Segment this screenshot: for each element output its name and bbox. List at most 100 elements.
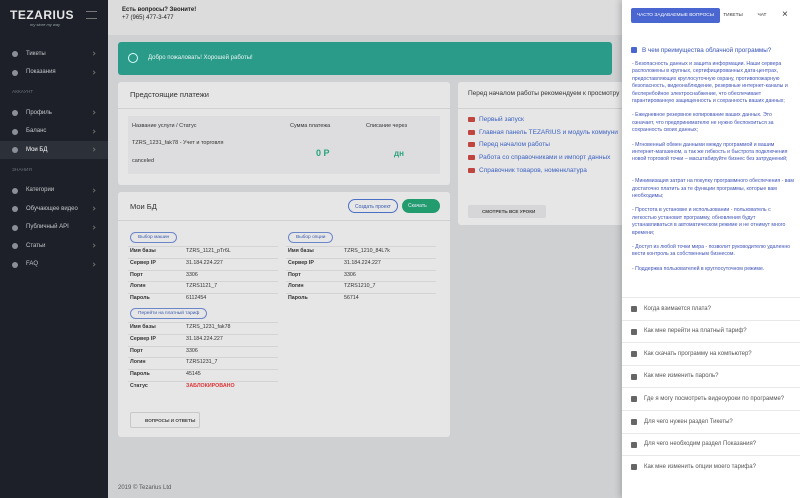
row-divider: [128, 269, 278, 271]
question-divider: [622, 364, 800, 366]
db-tag[interactable]: Выбор опции: [288, 232, 334, 243]
row-divider: [128, 246, 278, 247]
faq-button[interactable]: ВОПРОСЫ И ОТВЕТЫ: [130, 412, 200, 428]
panel-tab[interactable]: ЧАТ: [753, 8, 771, 23]
panel-tab[interactable]: ЧАСТО ЗАДАВАЕМЫЕ ВОПРОСЫ: [631, 8, 720, 23]
row-divider: [128, 381, 278, 382]
question-divider: [622, 455, 800, 457]
faq-question[interactable]: Когда взимается плата?: [622, 304, 800, 316]
sidebar-label: Категории: [26, 187, 55, 193]
row-divider: [128, 369, 278, 371]
field-value: ЗАБЛОКИРОВАНО: [186, 383, 235, 389]
logo: TEZARIUS: [10, 8, 74, 22]
lesson-link[interactable]: Перед началом работы: [479, 141, 550, 149]
question-icon: [631, 396, 637, 403]
panel-tab[interactable]: ТИКЕТЫ: [719, 8, 747, 23]
db-tag[interactable]: Выбор машин: [130, 232, 178, 243]
video-icon: [468, 167, 475, 173]
question-text: Когда взимается плата?: [644, 305, 711, 312]
chevron: [91, 128, 96, 134]
sidebar-icon: [12, 69, 18, 76]
download-button[interactable]: Скачать: [402, 199, 440, 213]
sidebar-item[interactable]: Категории: [0, 182, 108, 200]
answer-paragraph: - Мгновенный обмен данными между програм…: [632, 141, 788, 163]
column-header: Сумма платежа: [290, 123, 331, 129]
lesson-link[interactable]: Главная панель TEZARIUS и модуль коммуни: [479, 128, 618, 136]
question-divider: [622, 387, 800, 389]
all-lessons-button[interactable]: СМОТРЕТЬ ВСЕ УРОКИ: [468, 205, 546, 218]
sidebar-icon: [12, 206, 18, 212]
answer-paragraph: - Минимизация затрат на покупку программ…: [632, 178, 794, 199]
question-icon: [631, 373, 637, 380]
menu-toggle[interactable]: [86, 11, 97, 19]
sidebar-icon: [12, 243, 18, 249]
sidebar-icon: [12, 187, 18, 194]
faq-question[interactable]: Как мне изменить пароль?: [622, 372, 800, 384]
row-divider: [128, 345, 278, 347]
sidebar-item[interactable]: Обучающее видео: [0, 200, 108, 218]
sidebar-item[interactable]: Мои БД: [0, 141, 108, 159]
question-divider: [622, 342, 800, 344]
lesson-link[interactable]: Первый запуск: [479, 116, 524, 123]
faq-question[interactable]: Как скачать программу на компьютер?: [622, 349, 800, 361]
button-text: Создать проект: [355, 203, 391, 210]
field-value: 6112454: [186, 295, 207, 302]
button-text: ВОПРОСЫ И ОТВЕТЫ: [145, 418, 196, 423]
question-text: Как скачать программу на компьютер?: [644, 350, 752, 357]
open-question[interactable]: В чем преимущества облачной программы?: [642, 47, 772, 54]
databases-card: Мои БД Создать проект Скачать ВОПРОСЫ И …: [118, 192, 450, 437]
field-label: Пароль: [130, 371, 150, 378]
video-icon: [468, 129, 475, 135]
field-label: Сервер IP: [130, 335, 156, 342]
field-label: Статус: [130, 383, 148, 389]
field-value: TZRS_1210_84L7k: [344, 248, 390, 254]
field-value: TZRS1210_7: [344, 283, 376, 290]
chevron: [91, 51, 96, 56]
faq-question[interactable]: Как мне перейти на платный тариф?: [622, 327, 800, 339]
sidebar-item[interactable]: FAQ: [0, 256, 108, 274]
video-icon: [468, 117, 475, 122]
sidebar-item[interactable]: Тикеты: [0, 45, 108, 63]
payment-row-bg: [128, 116, 440, 174]
row-divider: [286, 281, 436, 283]
question-text: Как мне изменить опции моего тарифа?: [644, 463, 756, 470]
db-tag[interactable]: Перейти на платный тариф: [130, 308, 208, 319]
chevron: [91, 261, 96, 267]
chevron: [91, 69, 96, 75]
question-icon: [631, 419, 637, 425]
question-divider: [622, 297, 800, 298]
sidebar-label: Мои БД: [26, 146, 48, 153]
sidebar-item[interactable]: Баланс: [0, 123, 108, 141]
sidebar-item[interactable]: Профиль: [0, 104, 108, 122]
field-value: 45145: [186, 371, 201, 378]
question-divider: [622, 319, 800, 321]
field-value: 31.184.224.227: [344, 259, 381, 266]
row-divider: [286, 257, 436, 259]
sidebar-icon: [12, 110, 18, 116]
faq-question[interactable]: Где я могу посмотреть видеоуроки по прог…: [622, 394, 800, 406]
lesson-link[interactable]: Справочник товаров, номенклатура: [479, 166, 587, 174]
sidebar-item[interactable]: Статьи: [0, 237, 108, 255]
question-icon: [631, 47, 637, 53]
create-button[interactable]: Создать проект: [348, 199, 398, 213]
tagline: my store my way: [30, 22, 61, 27]
faq-question[interactable]: Для чего необходим раздел Показания?: [622, 440, 800, 452]
field-label: Логин: [288, 283, 304, 290]
sidebar-item[interactable]: Публичный API: [0, 219, 108, 237]
field-label: Логин: [130, 359, 146, 366]
amount: 0 Р: [316, 148, 330, 158]
lesson-link[interactable]: Работа со справочниками и импорт данных: [479, 154, 611, 162]
header-question: Есть вопросы? Звоните!: [122, 7, 197, 13]
field-label: Порт: [288, 271, 301, 278]
field-value: TZRS_1121_pTr6L: [186, 248, 231, 254]
question-text: Как мне перейти на платный тариф?: [644, 328, 747, 335]
sidebar-label: Публичный API: [26, 224, 69, 230]
close-button[interactable]: ×: [782, 9, 788, 20]
row-divider: [128, 357, 278, 359]
row-divider: [286, 269, 436, 271]
faq-question[interactable]: Как мне изменить опции моего тарифа?: [622, 462, 800, 474]
sidebar-item[interactable]: Показания: [0, 64, 108, 82]
field-value: 31.184.224.227: [186, 335, 223, 342]
row-divider: [128, 281, 278, 283]
faq-question[interactable]: Для чего нужен раздел Тикеты?: [622, 417, 800, 429]
